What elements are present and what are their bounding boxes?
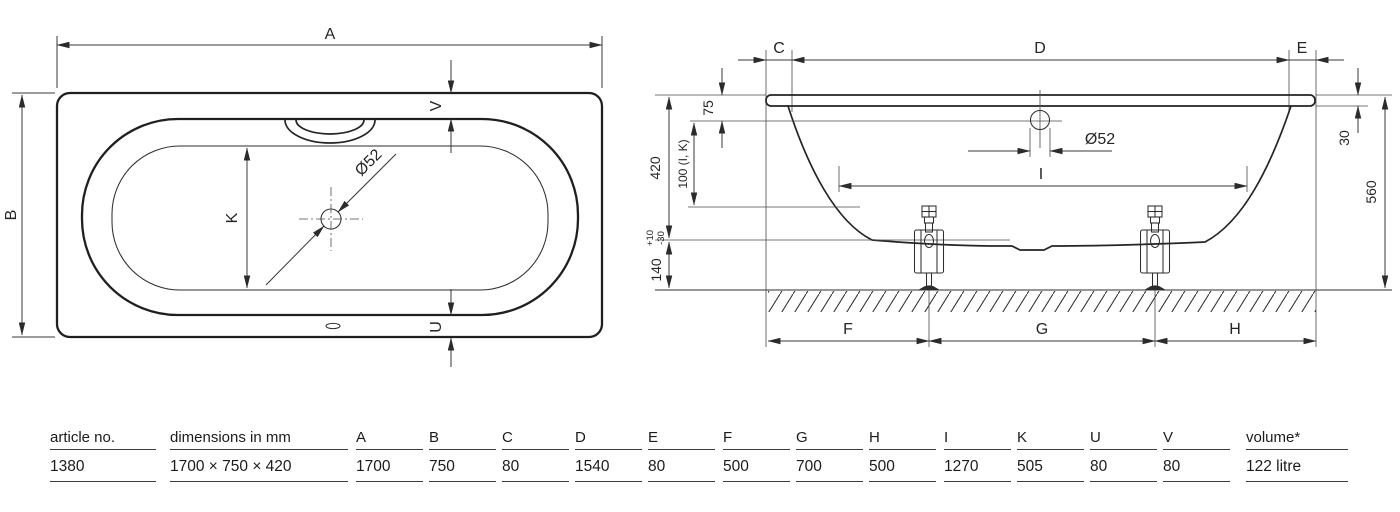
table-header: article no. [50, 429, 116, 446]
table-header: I [944, 429, 949, 446]
rim-profile [765, 94, 1316, 107]
table-header: K [1017, 429, 1028, 446]
table-column-b: B 750 [429, 428, 496, 482]
outlet-mark [325, 322, 341, 330]
dim-label-b: B [3, 210, 20, 221]
floor-hatching [768, 291, 1316, 312]
table-header: H [869, 429, 880, 446]
table-header: A [356, 429, 367, 446]
dim-label-v: V [428, 100, 445, 111]
dim-140-tol-minus: -30 [656, 231, 667, 245]
table-column-d: D 1540 [575, 428, 642, 482]
tub-basin-bottom [111, 145, 549, 291]
table-value: 80 [502, 458, 520, 475]
table-header: V [1163, 429, 1174, 446]
table-column-e: E 80 [648, 428, 715, 482]
dim-420-label: 420 [647, 156, 663, 180]
overflow-hole [1029, 109, 1051, 131]
table-value: 1700 × 750 × 420 [170, 458, 292, 475]
dim-label-u: U [428, 321, 445, 333]
table-value: 80 [1090, 458, 1108, 475]
table-value: 1540 [575, 458, 610, 475]
dim-560-label: 560 [1363, 180, 1379, 204]
dim-100-ik-label: 100 (I, K) [676, 139, 690, 188]
dim-label-h: H [1229, 321, 1241, 338]
table-header: C [502, 429, 513, 446]
table-column-c: C 80 [502, 428, 569, 482]
table-header: F [723, 429, 733, 446]
tub-section-profile [787, 105, 1292, 251]
tub-outer-edge [55, 91, 604, 339]
dim-140-tol-plus: +10 [645, 230, 656, 246]
dim-label-i: I [1039, 166, 1043, 183]
table-column-a: A 1700 [356, 428, 423, 482]
table-column-u: U 80 [1090, 428, 1157, 482]
table-value: 80 [1163, 458, 1181, 475]
side-view: C D E Ø52 I 75 420 100 (I, K) 140 +1 [645, 40, 1392, 347]
table-value: 80 [648, 458, 666, 475]
dim-140-label: 140 [648, 258, 664, 282]
table-value: 1380 [50, 458, 85, 475]
table-value: 500 [869, 458, 895, 475]
table-column-k: K 505 [1017, 428, 1084, 482]
table-value: 122 litre [1246, 458, 1302, 475]
table-column-v: V 80 [1163, 428, 1230, 482]
dim-label-d: D [1034, 40, 1046, 57]
dim-label-a: A [325, 26, 336, 43]
drain-diameter-label: Ø52 [352, 146, 385, 179]
table-column-g: G 700 [796, 428, 863, 482]
dim-label-k: K [224, 212, 241, 223]
table-header: E [648, 429, 659, 446]
overflow-arc-outer [284, 119, 376, 144]
table-header: U [1090, 429, 1101, 446]
table-column-volume: volume* 122 litre [1246, 428, 1348, 482]
top-view: A B V U K Ø52 [3, 26, 604, 367]
table-value: 750 [429, 458, 455, 475]
table-header: B [429, 429, 440, 446]
table-column-f: F 500 [723, 428, 790, 482]
dim-label-c: C [773, 40, 785, 57]
table-value: 1700 [356, 458, 391, 475]
table-header: volume* [1246, 429, 1301, 446]
table-header: dimensions in mm [170, 429, 291, 446]
table-value: 505 [1017, 458, 1043, 475]
table-value: 1270 [944, 458, 979, 475]
dim-label-f: F [843, 321, 853, 338]
technical-drawing: A B V U K Ø52 [3, 26, 1392, 367]
dim-75-label: 75 [700, 100, 716, 116]
table-value: 500 [723, 458, 749, 475]
table-value: 700 [796, 458, 822, 475]
tub-rim-inner-edge [80, 117, 580, 317]
table-header: G [796, 429, 808, 446]
table-header: D [575, 429, 586, 446]
table-column-i: I 1270 [944, 428, 1011, 482]
dim-30-label: 30 [1336, 130, 1352, 146]
dim-label-g: G [1036, 321, 1048, 338]
overflow-diameter-label: Ø52 [1085, 131, 1115, 148]
overflow-arc-inner [295, 119, 365, 135]
table-column-article-no: article no. 1380 [50, 428, 156, 482]
table-column-dimensions: dimensions in mm 1700 × 750 × 420 [170, 428, 348, 482]
dim-label-e: E [1297, 40, 1308, 57]
dimension-table: article no. 1380 dimensions in mm 1700 ×… [0, 428, 1348, 482]
table-column-h: H 500 [869, 428, 936, 482]
